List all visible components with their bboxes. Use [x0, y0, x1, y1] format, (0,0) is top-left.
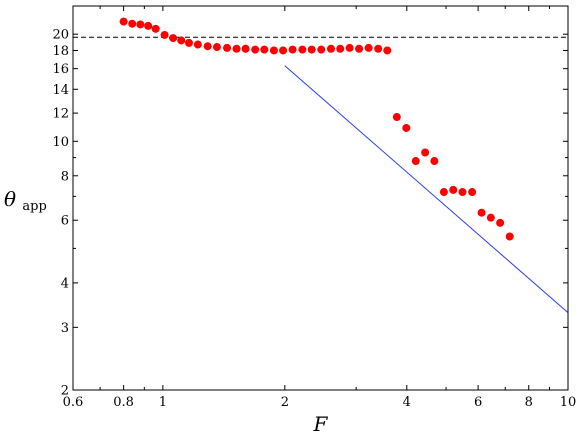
data-point [169, 34, 178, 43]
data-point [160, 30, 169, 39]
data-point [374, 44, 383, 53]
x-tick-label: 2 [281, 395, 289, 410]
y-tick-label: 18 [52, 44, 69, 59]
y-tick-label: 8 [61, 169, 69, 184]
y-tick-label: 6 [61, 214, 69, 229]
x-axis-label: F [313, 412, 329, 436]
y-tick-label: 3 [61, 321, 69, 336]
data-point [232, 44, 241, 53]
data-point [336, 44, 345, 53]
y-axis-label-sub: app [22, 199, 46, 214]
data-point [421, 148, 430, 157]
y-axis-label: θ app [4, 187, 47, 214]
chart-marks [73, 17, 569, 313]
plot-frame [72, 5, 569, 391]
data-point [144, 21, 153, 30]
data-point [260, 45, 269, 54]
y-tick-label: 20 [52, 28, 69, 43]
y-tick-label: 12 [52, 107, 69, 122]
data-point [505, 232, 514, 241]
y-tick-label: 16 [52, 62, 69, 77]
x-tick-label: 0.6 [63, 395, 84, 410]
data-point [251, 45, 260, 54]
data-point [269, 46, 278, 55]
y-tick-label: 4 [61, 276, 69, 291]
data-point [193, 40, 202, 49]
data-point [392, 113, 401, 122]
data-point [307, 45, 316, 54]
data-point [317, 45, 326, 54]
data-point [241, 44, 250, 53]
data-point [177, 36, 186, 45]
data-point [279, 46, 288, 55]
data-point [486, 213, 495, 222]
data-point [402, 123, 411, 132]
data-point [326, 44, 335, 53]
data-point [468, 188, 477, 197]
data-point [458, 188, 467, 197]
x-tick-label: 8 [525, 395, 533, 410]
data-point [298, 45, 307, 54]
data-point [223, 43, 232, 52]
x-tick-label: 10 [560, 395, 577, 410]
x-tick-label: 4 [403, 395, 411, 410]
data-point [439, 188, 448, 197]
y-axis-label-main: θ [4, 187, 16, 211]
x-tick-label: 6 [474, 395, 482, 410]
data-point [128, 19, 137, 28]
x-tick-label: 0.8 [113, 395, 134, 410]
y-tick-label: 2 [61, 384, 69, 399]
fit-line [284, 65, 569, 313]
data-point [383, 46, 392, 55]
data-point [184, 38, 193, 47]
data-point [288, 45, 297, 54]
y-tick-label: 14 [52, 83, 69, 98]
x-tick-label: 1 [159, 395, 167, 410]
data-point [355, 44, 364, 53]
data-point [203, 42, 212, 51]
data-point [430, 157, 439, 166]
data-point [477, 208, 486, 217]
data-point [496, 218, 505, 227]
data-point [411, 157, 420, 166]
data-point [449, 185, 458, 194]
data-point [345, 43, 354, 52]
data-point [136, 20, 145, 29]
data-point [119, 17, 128, 26]
y-tick-label: 10 [52, 135, 69, 150]
data-point [364, 43, 373, 52]
data-point [151, 24, 160, 33]
data-point [212, 43, 221, 52]
